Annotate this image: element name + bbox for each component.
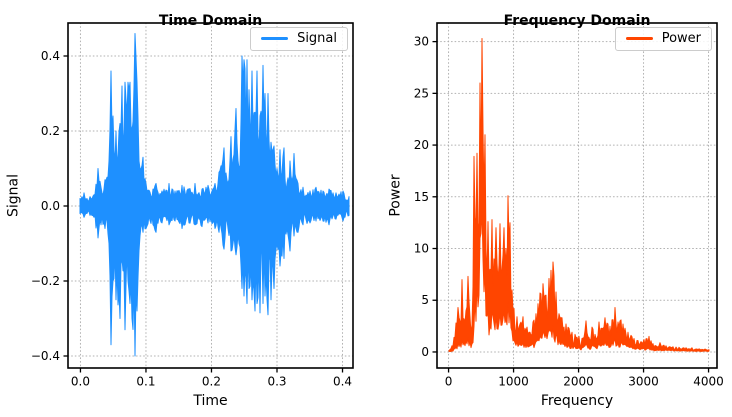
y-tick-label: 10 [414, 242, 429, 256]
time-domain-plot-canvas: 0.0 0.1 0.2 0.3 0.4 −0.4 −0.2 0.0 0.2 0.4 [31, 22, 354, 389]
legend-label: Signal [297, 31, 337, 46]
legend-line-sample [261, 37, 289, 40]
y-tick-label: 0.2 [41, 124, 60, 138]
x-tick-label: 0.0 [71, 375, 90, 389]
y-tick-label: 15 [414, 190, 429, 204]
axes-frame [67, 22, 354, 369]
x-tick-label: 0.4 [333, 375, 352, 389]
plot-title: Frequency Domain [503, 12, 651, 29]
x-tick-label: 0.3 [267, 375, 286, 389]
signal-waveform [79, 33, 350, 357]
x-tick-label: 3000 [628, 375, 659, 389]
y-axis-label: Signal [5, 174, 22, 218]
y-tick-label: 0.4 [41, 49, 60, 63]
x-axis-label: Time [193, 393, 228, 409]
y-tick-label: −0.2 [31, 274, 60, 288]
frequency-domain-subplot: 0 1000 2000 3000 4000 0 5 10 15 20 25 30 Frequency … [366, 0, 732, 417]
x-tick-label: 0.1 [136, 375, 155, 389]
legend-label: Power [661, 31, 701, 46]
power-spectrum [448, 38, 710, 352]
y-tick-label: 25 [414, 86, 429, 100]
x-tick-label: 0 [445, 375, 453, 389]
time-domain-subplot: 0.0 0.1 0.2 0.3 0.4 −0.4 −0.2 0.0 0.2 0.4 Time Do… [5, 12, 354, 409]
x-tick-label: 1000 [498, 375, 529, 389]
y-tick-label: −0.4 [31, 349, 60, 363]
x-tick-label: 2000 [563, 375, 594, 389]
frequency-domain-plot-canvas: 0 1000 2000 3000 4000 0 5 10 15 20 25 30 [414, 22, 724, 389]
legend-line-sample [625, 37, 653, 40]
y-tick-label: 5 [421, 293, 429, 307]
y-tick-label: 30 [414, 35, 429, 49]
y-axis-label: Power [387, 174, 404, 217]
x-axis-label: Frequency [540, 393, 614, 409]
y-tick-label: 0 [421, 345, 429, 359]
legend: Signal [250, 27, 348, 51]
legend: Power [614, 27, 712, 51]
y-tick-label: 0.0 [41, 199, 60, 213]
plot-title: Time Domain [158, 12, 263, 29]
x-tick-label: 4000 [693, 375, 724, 389]
axes-frame [436, 22, 718, 369]
y-tick-label: 20 [414, 138, 429, 152]
x-tick-label: 0.2 [202, 375, 221, 389]
